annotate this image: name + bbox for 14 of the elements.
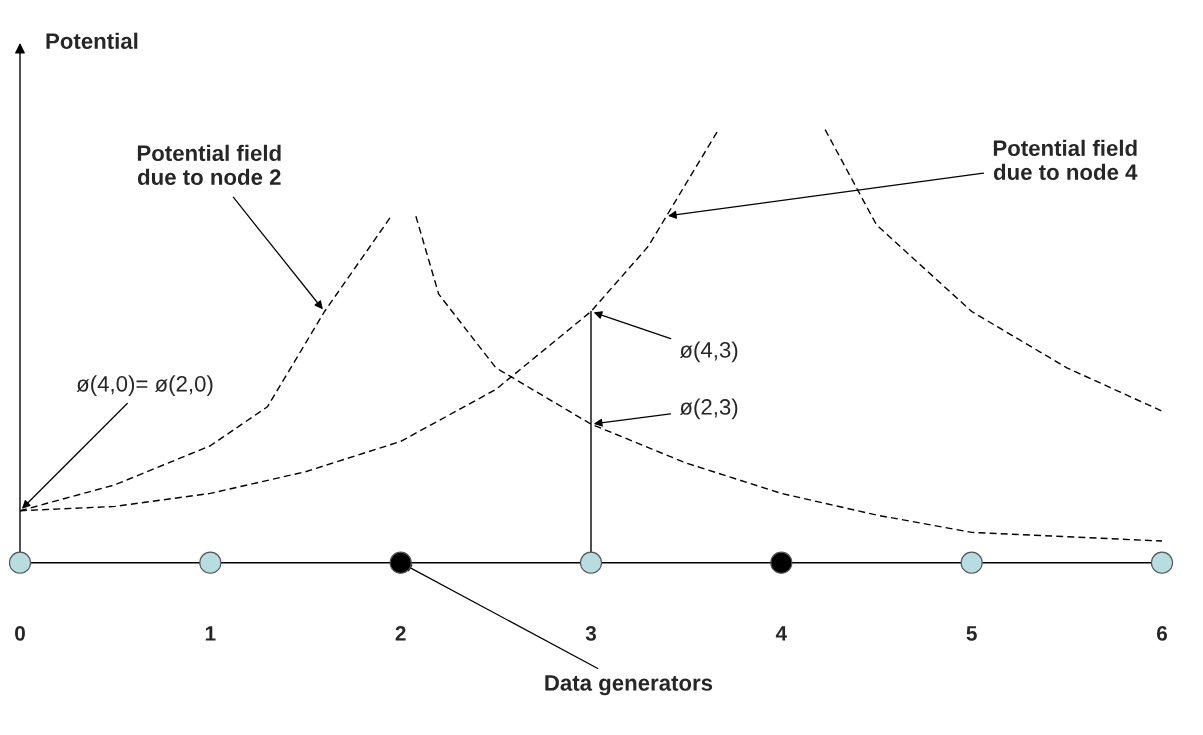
x-tick-label: 6 [1156, 625, 1168, 641]
annotation: Potential field due to node 2 [137, 144, 281, 185]
x-tick-label: 1 [205, 626, 216, 641]
annotation: ø(4,3) [679, 341, 738, 363]
x-tick-label: 4 [775, 626, 788, 641]
annotation: ø(4,0)= ø(2,0) [76, 375, 213, 397]
annotation: Potential field due to node 4 [993, 139, 1138, 180]
x-tick-label: 3 [585, 625, 597, 641]
x-tick-label: 2 [395, 625, 406, 641]
x-tick-label: 0 [15, 625, 25, 641]
annotation: ø(2,3) [679, 398, 738, 420]
annotation: Data generators [545, 675, 713, 696]
x-tick-label: 5 [966, 626, 977, 641]
y-axis-title: Potential [46, 32, 138, 49]
